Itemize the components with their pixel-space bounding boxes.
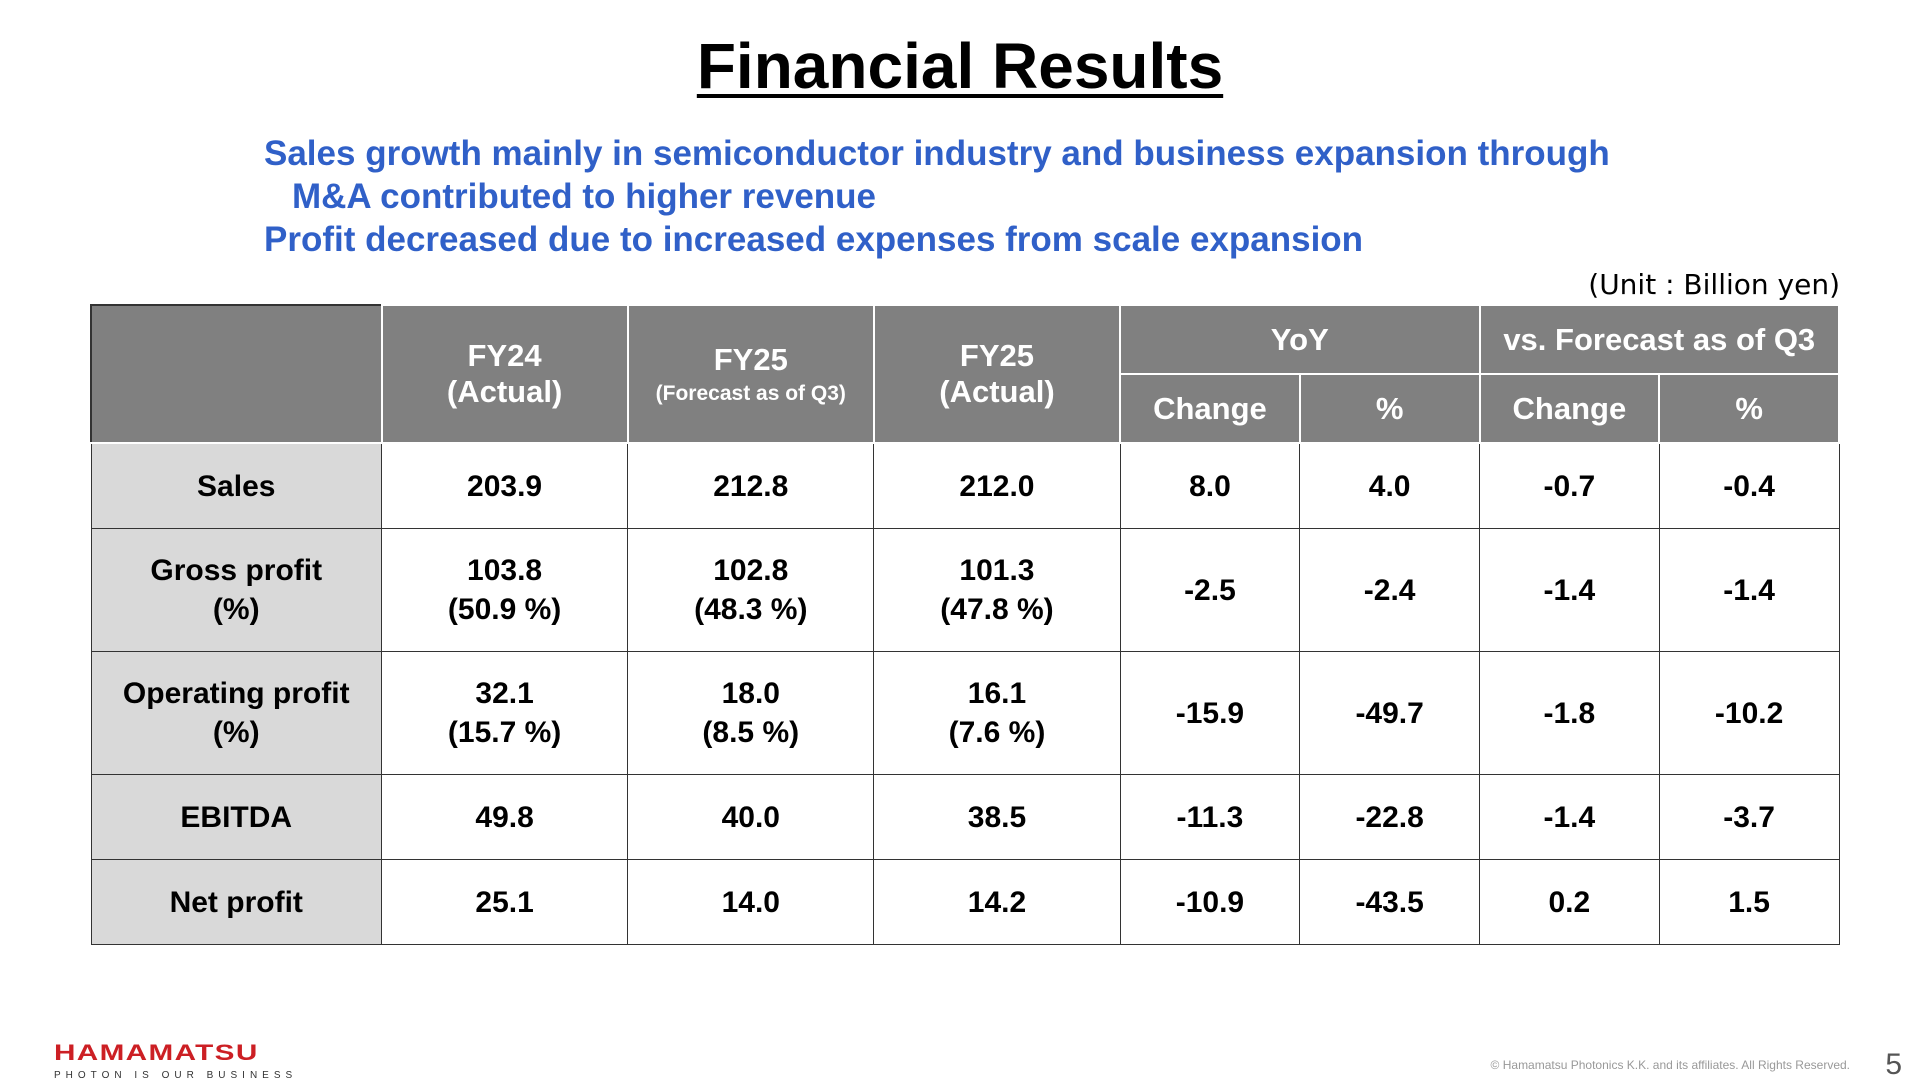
header-fy24-label: FY24 xyxy=(467,338,542,373)
cell-fy25-forecast: 102.8 (48.3 %) xyxy=(627,528,875,652)
cell-value: 16.1 xyxy=(967,677,1027,710)
cell-fy25-actual: 16.1 (7.6 %) xyxy=(873,651,1121,775)
header-row-2: Change % Change % xyxy=(91,373,1840,444)
table-row-ebitda: EBITDA 49.8 40.0 38.5 -11.3 -22.8 -1.4 -… xyxy=(90,774,1840,860)
cell-yoy-percent: 4.0 xyxy=(1299,442,1480,529)
cell-vsf-change: -1.8 xyxy=(1479,651,1660,775)
header-fy25-forecast-label: FY25 xyxy=(713,342,788,377)
row-label-subtext: (%) xyxy=(212,716,260,749)
header-row-1: FY24 (Actual) FY25 (Forecast as of Q3) F… xyxy=(90,304,1840,444)
cell-margin: (8.5 %) xyxy=(702,716,800,749)
cell-vsf-change: -1.4 xyxy=(1479,774,1660,860)
cell-fy25-actual: 101.3 (47.8 %) xyxy=(873,528,1121,652)
header-fy25-actual: FY25 (Actual) xyxy=(872,304,1122,444)
header-yoy: YoY xyxy=(1119,304,1481,375)
header-fy25-forecast: FY25 (Forecast as of Q3) xyxy=(626,304,875,444)
header-yoy-percent: % xyxy=(1298,373,1481,444)
cell-fy24: 203.9 xyxy=(380,442,629,529)
row-label: Net profit xyxy=(90,859,382,945)
cell-vsf-percent: -3.7 xyxy=(1658,774,1840,860)
cell-vsf-percent: 1.5 xyxy=(1658,859,1840,945)
row-label: Operating profit (%) xyxy=(90,651,382,775)
logo-wordmark: HAMAMATSU xyxy=(54,1040,259,1065)
cell-fy25-actual: 212.0 xyxy=(873,442,1121,529)
row-label-text: Gross profit xyxy=(150,554,323,587)
cell-value: 102.8 xyxy=(713,554,789,587)
cell-value: 103.8 xyxy=(467,554,543,587)
table-row-net-profit: Net profit 25.1 14.0 14.2 -10.9 -43.5 0.… xyxy=(90,859,1840,945)
cell-vsf-change: -1.4 xyxy=(1479,528,1660,652)
logo-tagline: PHOTON IS OUR BUSINESS xyxy=(54,1070,298,1081)
cell-fy25-actual: 14.2 xyxy=(873,859,1121,945)
header-vsf-percent: % xyxy=(1658,373,1840,444)
row-label-text: EBITDA xyxy=(180,800,293,834)
cell-yoy-percent: -43.5 xyxy=(1299,859,1480,945)
row-label-text: Sales xyxy=(197,469,276,503)
cell-value: 18.0 xyxy=(721,677,780,710)
cell-vsf-change: 0.2 xyxy=(1479,859,1660,945)
row-label: EBITDA xyxy=(90,774,382,860)
cell-margin: (47.8 %) xyxy=(940,593,1054,626)
header-fy25-forecast-sublabel: (Forecast as of Q3) xyxy=(655,382,846,405)
row-label: Gross profit (%) xyxy=(90,528,382,652)
header-vs-forecast: vs. Forecast as of Q3 xyxy=(1478,304,1840,375)
header-fy25-actual-sublabel: (Actual) xyxy=(939,374,1055,409)
cell-yoy-percent: -22.8 xyxy=(1299,774,1480,860)
cell-fy24: 103.8 (50.9 %) xyxy=(380,528,629,652)
cell-margin: (50.9 %) xyxy=(447,593,562,626)
cell-vsf-percent: -1.4 xyxy=(1658,528,1840,652)
header-yoy-change: Change xyxy=(1119,373,1301,444)
header-fy25-actual-label: FY25 xyxy=(959,338,1035,373)
cell-vsf-percent: -0.4 xyxy=(1658,442,1840,529)
summary-text: Sales growth mainly in semiconductor ind… xyxy=(264,132,1764,261)
cell-fy25-forecast: 40.0 xyxy=(627,774,875,860)
cell-fy24: 49.8 xyxy=(380,774,629,860)
cell-yoy-percent: -2.4 xyxy=(1299,528,1480,652)
cell-fy24: 25.1 xyxy=(380,859,629,945)
cell-vsf-percent: -10.2 xyxy=(1658,651,1840,775)
cell-yoy-change: 8.0 xyxy=(1119,442,1301,529)
cell-yoy-change: -2.5 xyxy=(1119,528,1301,652)
table-row-sales: Sales 203.9 212.8 212.0 8.0 4.0 -0.7 -0.… xyxy=(90,442,1840,529)
row-label-text: Operating profit xyxy=(122,677,350,710)
cell-fy25-actual: 38.5 xyxy=(873,774,1121,860)
cell-yoy-change: -10.9 xyxy=(1119,859,1301,945)
cell-margin: (15.7 %) xyxy=(447,716,562,749)
page-number: 5 xyxy=(1885,1048,1902,1081)
table-row-gross-profit: Gross profit (%) 103.8 (50.9 %) 102.8 (4… xyxy=(90,528,1840,652)
cell-fy25-forecast: 212.8 xyxy=(627,442,875,529)
cell-margin: (48.3 %) xyxy=(694,593,808,626)
cell-vsf-change: -0.7 xyxy=(1479,442,1660,529)
cell-value: 32.1 xyxy=(475,677,534,710)
row-label-subtext: (%) xyxy=(212,593,260,626)
financial-results-table: FY24 (Actual) FY25 (Forecast as of Q3) F… xyxy=(90,304,1840,945)
cell-margin: (7.6 %) xyxy=(948,716,1046,749)
cell-value: 101.3 xyxy=(959,554,1035,587)
page-title: Financial Results xyxy=(696,30,1224,102)
cell-yoy-change: -11.3 xyxy=(1119,774,1301,860)
unit-note: (Unit : Billion yen) xyxy=(1588,268,1840,301)
summary-line-1: Sales growth mainly in semiconductor ind… xyxy=(264,134,1610,173)
row-label: Sales xyxy=(90,442,382,529)
cell-yoy-change: -15.9 xyxy=(1119,651,1301,775)
header-corner xyxy=(90,304,383,444)
row-label-text: Net profit xyxy=(169,885,303,919)
cell-fy25-forecast: 14.0 xyxy=(627,859,875,945)
summary-line-3: Profit decreased due to increased expens… xyxy=(264,220,1364,259)
header-fy24-sublabel: (Actual) xyxy=(446,374,563,409)
cell-yoy-percent: -49.7 xyxy=(1299,651,1480,775)
cell-fy24: 32.1 (15.7 %) xyxy=(380,651,629,775)
cell-fy25-forecast: 18.0 (8.5 %) xyxy=(627,651,875,775)
header-fy24: FY24 (Actual) xyxy=(380,304,629,444)
copyright-notice: © Hamamatsu Photonics K.K. and its affil… xyxy=(1490,1058,1850,1072)
hamamatsu-logo: HAMAMATSU PHOTON IS OUR BUSINESS xyxy=(54,1042,298,1082)
summary-line-2: M&A contributed to higher revenue xyxy=(292,177,877,216)
header-vsf-change: Change xyxy=(1478,373,1661,444)
table-row-operating-profit: Operating profit (%) 32.1 (15.7 %) 18.0 … xyxy=(90,651,1840,775)
